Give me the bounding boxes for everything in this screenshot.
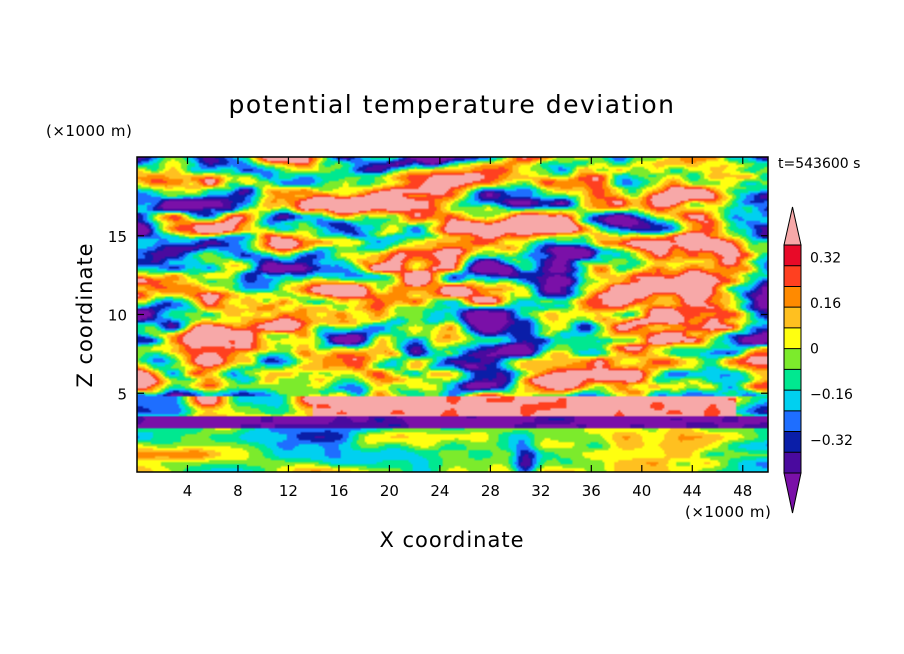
y-axis-title: Z coordinate [73, 242, 97, 387]
y-tick-label: 10 [108, 307, 127, 325]
colorbar-band [784, 245, 801, 266]
y-tick-label: 5 [117, 385, 127, 403]
chart-title: potential temperature deviation [229, 90, 676, 119]
colorbar-label: −0.32 [810, 433, 853, 449]
colorbar-label: 0.32 [810, 250, 841, 266]
colorbar-extend-min [783, 472, 802, 514]
colorbar-band [784, 348, 801, 370]
colorbar-label: 0.16 [810, 296, 841, 312]
colorbar-label: −0.16 [810, 387, 853, 403]
x-tick-label: 48 [733, 482, 752, 500]
x-tick-label: 28 [481, 482, 500, 500]
x-tick-label: 32 [531, 482, 550, 500]
heatmap-field [137, 157, 768, 472]
y-unit-label: (×1000 m) [46, 122, 132, 140]
y-tick-label: 15 [108, 228, 127, 246]
colorbar-band [784, 410, 801, 432]
x-axis-title: X coordinate [379, 528, 524, 552]
x-axis-ticks: 4 8 12 16 20 24 28 32 36 40 44 48 [183, 157, 752, 500]
x-tick-label: 12 [279, 482, 298, 500]
x-tick-label: 40 [632, 482, 651, 500]
x-tick-label: 4 [183, 482, 193, 500]
colorbar: −0.32 −0.16 0 0.16 0.32 [783, 206, 853, 514]
x-tick-label: 8 [233, 482, 243, 500]
colorbar-band [784, 327, 801, 349]
colorbar-band [784, 286, 801, 308]
colorbar-extend-max [783, 206, 802, 246]
x-tick-label: 24 [430, 482, 449, 500]
x-tick-label: 36 [582, 482, 601, 500]
colorbar-band [784, 452, 801, 473]
colorbar-band [784, 369, 801, 391]
colorbar-band [784, 390, 801, 411]
x-tick-label: 16 [329, 482, 348, 500]
colorbar-label: 0 [810, 342, 819, 358]
colorbar-frame [783, 244, 802, 474]
time-label: t=543600 s [778, 156, 860, 172]
x-unit-label: (×1000 m) [685, 503, 771, 521]
colorbar-band [784, 307, 801, 328]
x-tick-label: 44 [683, 482, 702, 500]
x-tick-label: 20 [380, 482, 399, 500]
y-axis-ticks: 5 10 15 [108, 228, 768, 403]
colorbar-band [784, 265, 801, 287]
colorbar-band [784, 431, 801, 453]
